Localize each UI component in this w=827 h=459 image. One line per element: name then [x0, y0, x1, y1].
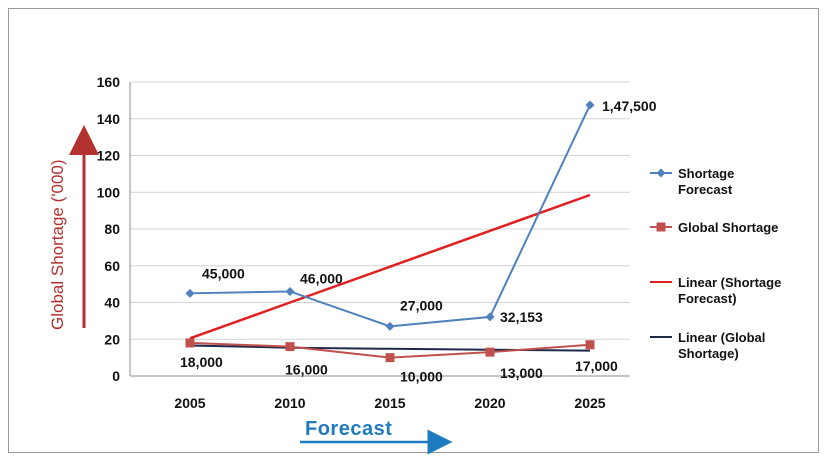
legend-label: Shortage [678, 166, 734, 181]
data-point [185, 338, 195, 348]
data-label: 13,000 [500, 365, 543, 381]
data-point [285, 286, 295, 296]
y-tick-label: 60 [104, 258, 120, 274]
data-label: 17,000 [575, 358, 618, 374]
x-tick-label: 2010 [274, 395, 305, 411]
data-point [585, 100, 595, 110]
data-label: 46,000 [300, 270, 343, 286]
data-point [585, 340, 595, 350]
x-tick-label: 2020 [474, 395, 505, 411]
data-point [185, 288, 195, 298]
legend-marker [656, 168, 666, 178]
data-label: 1,47,500 [602, 98, 657, 114]
data-point [385, 321, 395, 331]
data-label: 45,000 [202, 265, 245, 281]
y-axis-title: Global Shortage ('000) [48, 159, 67, 330]
data-labels: 45,000 46,000 27,000 32,153 1,47,500 18,000 16… [180, 98, 657, 385]
legend-label: Shortage) [678, 346, 739, 361]
data-label: 27,000 [400, 297, 443, 313]
y-tick-label: 100 [97, 184, 121, 200]
y-tick-label: 140 [97, 111, 121, 127]
legend-label: Global Shortage [678, 220, 778, 235]
y-tick-label: 0 [112, 368, 120, 384]
plot-area [185, 100, 595, 363]
legend-label: Forecast) [678, 291, 737, 306]
x-tick-label: 2025 [574, 395, 605, 411]
data-point [385, 353, 395, 363]
x-tick-label: 2015 [374, 395, 405, 411]
x-axis-title: Forecast [305, 418, 392, 440]
data-point [485, 312, 495, 322]
data-label: 18,000 [180, 354, 223, 370]
y-tick-label: 120 [97, 148, 121, 164]
legend-label: Linear (Shortage [678, 275, 781, 290]
legend-marker [656, 222, 666, 232]
data-point [285, 342, 295, 352]
data-label: 16,000 [285, 362, 328, 378]
data-point [485, 347, 495, 357]
y-tick-label: 160 [97, 74, 121, 90]
legend-label: Linear (Global [678, 330, 765, 345]
data-label: 32,153 [500, 309, 543, 325]
y-tick-label: 40 [104, 295, 120, 311]
x-tick-label: 2005 [174, 395, 205, 411]
legend-label: Forecast [678, 182, 733, 197]
data-label: 10,000 [400, 369, 443, 385]
y-tick-label: 20 [104, 331, 120, 347]
axes: 0 20 40 60 80 100 120 140 160 2005 2010 2015 2020 202… [97, 74, 630, 411]
y-tick-label: 80 [104, 221, 120, 237]
trendline [189, 193, 591, 340]
